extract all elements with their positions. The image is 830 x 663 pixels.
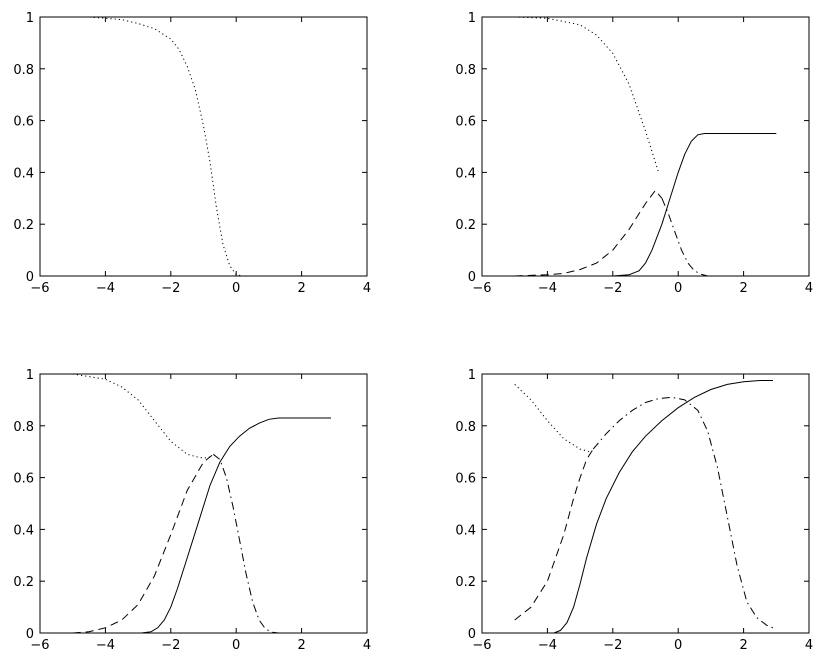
y-tick-label: 0.8 bbox=[13, 420, 34, 435]
y-tick-label: 0.8 bbox=[13, 63, 34, 78]
series-dashed-line bbox=[72, 453, 214, 634]
series-dotted-line bbox=[72, 16, 243, 277]
series-dashed-line bbox=[514, 448, 594, 621]
y-tick-label: 0.8 bbox=[455, 420, 476, 435]
y-tick-label: 0.2 bbox=[13, 218, 34, 233]
x-tick-label: −6 bbox=[30, 281, 49, 296]
series-solid-line bbox=[553, 380, 773, 634]
y-tick-label: 1 bbox=[468, 368, 476, 383]
y-tick-label: 0.6 bbox=[455, 115, 476, 130]
x-tick-label: 2 bbox=[297, 638, 305, 653]
subplot-bottom-left: −6 −4 −2 0 2 4 0 0.2 0.4 0.6 0.8 1 bbox=[13, 368, 371, 653]
series-solid-line bbox=[141, 417, 331, 634]
subplot-bottom-right: −6 −4 −2 0 2 4 0 0.2 0.4 0.6 0.8 1 bbox=[455, 368, 813, 653]
series-dashdot-line bbox=[592, 396, 774, 629]
series-dashdot-line bbox=[661, 198, 711, 277]
x-tick-label: −6 bbox=[30, 638, 49, 653]
series-dashdot-line bbox=[212, 453, 279, 634]
y-tick-label: 0 bbox=[26, 627, 34, 642]
subplot-top-left: −6 −4 −2 0 2 4 0 0.2 0.4 0.6 0.8 1 bbox=[13, 11, 371, 296]
y-tick-label: 0.8 bbox=[455, 63, 476, 78]
series-solid-line bbox=[612, 133, 777, 277]
x-tick-label: 0 bbox=[232, 638, 240, 653]
x-tick-label: 4 bbox=[363, 281, 371, 296]
x-tick-label: 2 bbox=[739, 281, 747, 296]
y-tick-label: 1 bbox=[468, 11, 476, 26]
x-tick-label: 2 bbox=[739, 638, 747, 653]
x-tick-label: −4 bbox=[96, 281, 115, 296]
x-tick-label: −2 bbox=[603, 281, 622, 296]
plot-frame bbox=[39, 373, 368, 634]
y-tick-label: 0.6 bbox=[13, 472, 34, 487]
y-tick-label: 0.4 bbox=[455, 523, 476, 538]
x-tick-label: 0 bbox=[232, 281, 240, 296]
plot-frame bbox=[39, 16, 368, 277]
series-dotted-line bbox=[514, 384, 591, 453]
x-tick-label: −6 bbox=[472, 281, 491, 296]
y-tick-label: 0.4 bbox=[455, 166, 476, 181]
x-tick-label: 4 bbox=[805, 638, 813, 653]
y-tick-label: 0 bbox=[468, 627, 476, 642]
x-tick-label: 0 bbox=[674, 281, 682, 296]
y-tick-label: 0.6 bbox=[455, 472, 476, 487]
x-tick-label: 0 bbox=[674, 638, 682, 653]
x-tick-label: 4 bbox=[363, 638, 371, 653]
x-tick-label: −2 bbox=[603, 638, 622, 653]
y-tick-label: 0.2 bbox=[455, 218, 476, 233]
y-tick-label: 0.4 bbox=[13, 166, 34, 181]
plot-frame bbox=[481, 16, 810, 277]
x-tick-label: −4 bbox=[96, 638, 115, 653]
x-tick-label: −2 bbox=[161, 281, 180, 296]
y-tick-label: 0 bbox=[468, 270, 476, 285]
y-tick-label: 0.2 bbox=[13, 575, 34, 590]
y-tick-label: 0.4 bbox=[13, 523, 34, 538]
series-dashed-line bbox=[514, 189, 663, 277]
y-tick-label: 0.2 bbox=[455, 575, 476, 590]
series-dotted-line bbox=[514, 16, 660, 173]
x-tick-label: −4 bbox=[538, 281, 557, 296]
x-tick-label: 2 bbox=[297, 281, 305, 296]
subplot-top-right: −6 −4 −2 0 2 4 0 0.2 0.4 0.6 0.8 1 bbox=[455, 11, 813, 296]
y-tick-label: 0.6 bbox=[13, 115, 34, 130]
y-tick-label: 0 bbox=[26, 270, 34, 285]
x-tick-label: −2 bbox=[161, 638, 180, 653]
plot-frame bbox=[481, 373, 810, 634]
x-tick-label: 4 bbox=[805, 281, 813, 296]
x-tick-label: −4 bbox=[538, 638, 557, 653]
y-tick-label: 1 bbox=[26, 368, 34, 383]
series-dotted-line bbox=[72, 373, 211, 459]
x-tick-label: −6 bbox=[472, 638, 491, 653]
y-tick-label: 1 bbox=[26, 11, 34, 26]
